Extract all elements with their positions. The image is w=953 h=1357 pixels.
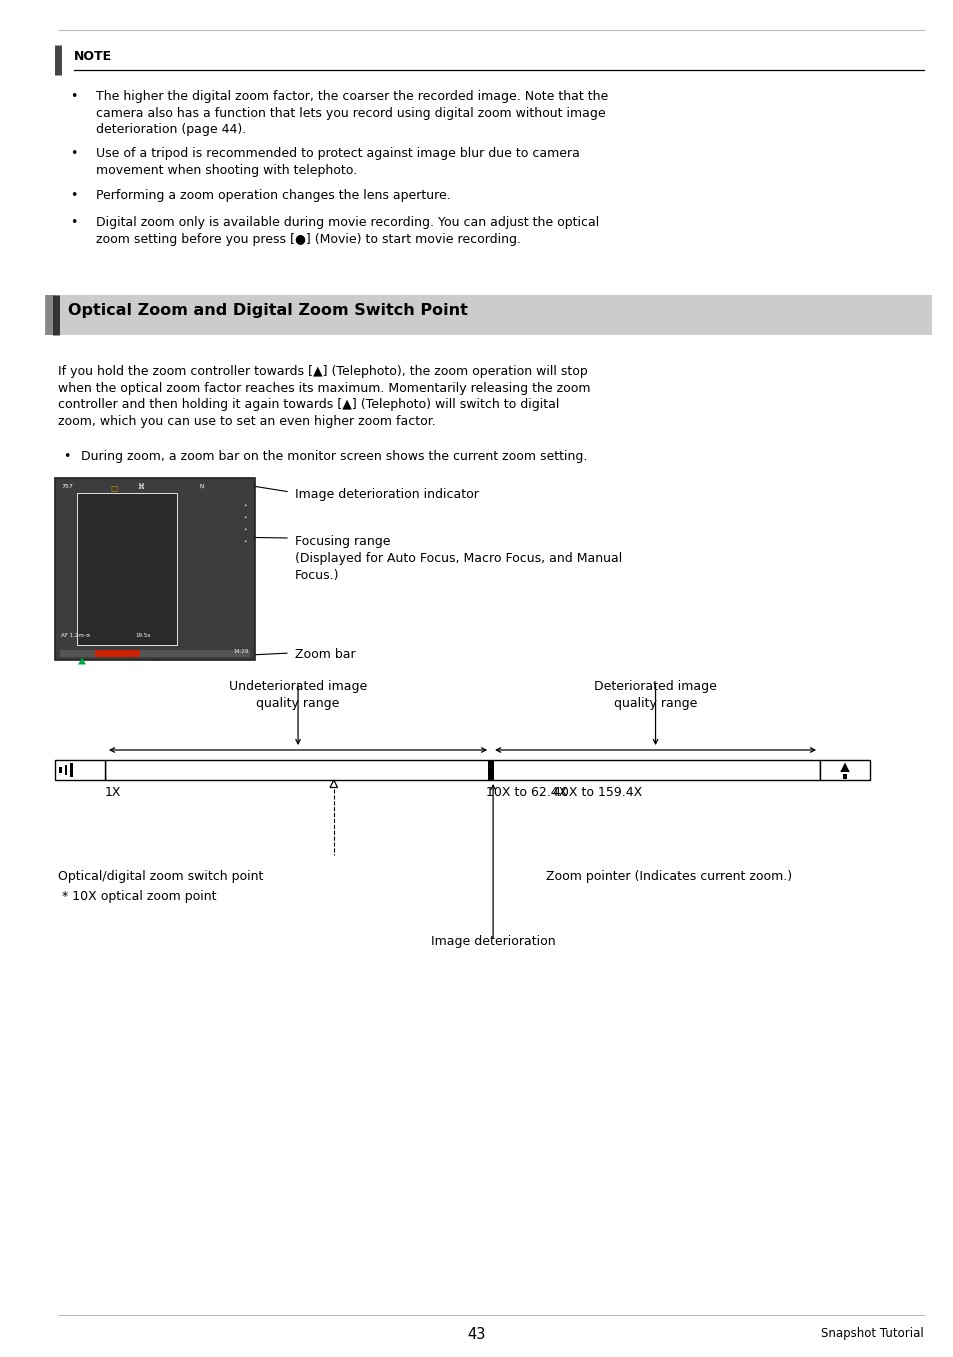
Text: when the optical zoom factor reaches its maximum. Momentarily releasing the zoom: when the optical zoom factor reaches its… (58, 381, 590, 395)
Bar (105, 760, 820, 780)
Bar (50, 294, 931, 335)
Text: Zoom bar: Zoom bar (294, 649, 355, 661)
Bar (55, 760, 105, 780)
Text: •: • (243, 516, 246, 520)
Text: •: • (70, 216, 77, 229)
Bar (55, 478, 254, 660)
Text: If you hold the zoom controller towards [▲] (Telephoto), the zoom operation will: If you hold the zoom controller towards … (58, 365, 587, 379)
Bar (70, 763, 72, 778)
Text: * 10X optical zoom point: * 10X optical zoom point (58, 890, 216, 902)
Polygon shape (840, 763, 849, 772)
Polygon shape (78, 658, 86, 665)
Text: Deteriorated image
quality range: Deteriorated image quality range (594, 680, 717, 710)
Text: •: • (63, 451, 71, 463)
Text: 40X to 159.4X: 40X to 159.4X (553, 786, 641, 799)
Text: During zoom, a zoom bar on the monitor screen shows the current zoom setting.: During zoom, a zoom bar on the monitor s… (81, 451, 587, 463)
Text: AF 1.2m-∞: AF 1.2m-∞ (61, 632, 91, 638)
Text: Focusing range: Focusing range (294, 535, 390, 548)
Text: 19.5x: 19.5x (135, 632, 151, 638)
Text: Zoom pointer (Indicates current zoom.): Zoom pointer (Indicates current zoom.) (545, 870, 791, 883)
Text: Optical/digital zoom switch point: Optical/digital zoom switch point (58, 870, 263, 883)
Bar (65, 765, 68, 775)
Text: ⌘: ⌘ (137, 484, 144, 490)
Bar (59, 767, 62, 773)
Text: •: • (243, 539, 246, 544)
Text: 1X: 1X (105, 786, 121, 799)
Text: Optical Zoom and Digital Zoom Switch Point: Optical Zoom and Digital Zoom Switch Poi… (68, 304, 467, 319)
Text: •: • (70, 190, 77, 202)
Text: N: N (200, 484, 204, 489)
Text: •: • (243, 527, 246, 532)
Text: 43: 43 (467, 1327, 486, 1342)
Text: (Displayed for Auto Focus, Macro Focus, and Manual: (Displayed for Auto Focus, Macro Focus, … (294, 552, 621, 565)
Text: The higher the digital zoom factor, the coarser the recorded image. Note that th: The higher the digital zoom factor, the … (96, 90, 608, 136)
Text: Undeteriorated image
quality range: Undeteriorated image quality range (229, 680, 367, 710)
Text: •: • (70, 148, 77, 160)
Text: NOTE: NOTE (74, 50, 112, 62)
Bar (842, 773, 845, 779)
Text: Image deterioration: Image deterioration (431, 935, 555, 949)
Text: 757: 757 (61, 484, 72, 489)
Text: Digital zoom only is available during movie recording. You can adjust the optica: Digital zoom only is available during mo… (96, 216, 598, 246)
Bar (488, 760, 494, 780)
Bar (95, 650, 140, 657)
Text: controller and then holding it again towards [▲] (Telephoto) will switch to digi: controller and then holding it again tow… (58, 399, 558, 411)
Text: •: • (70, 90, 77, 103)
Text: •: • (243, 503, 246, 508)
Text: Performing a zoom operation changes the lens aperture.: Performing a zoom operation changes the … (96, 190, 450, 202)
Text: zoom, which you can use to set an even higher zoom factor.: zoom, which you can use to set an even h… (58, 415, 436, 429)
Text: □: □ (110, 484, 117, 493)
Polygon shape (330, 780, 337, 787)
Text: 14:29: 14:29 (233, 649, 249, 654)
Text: Image deterioration indicator: Image deterioration indicator (294, 489, 478, 501)
Text: Use of a tripod is recommended to protect against image blur due to camera
movem: Use of a tripod is recommended to protec… (96, 148, 579, 176)
Bar (60, 650, 250, 657)
Text: 10X to 62.4X: 10X to 62.4X (486, 786, 567, 799)
Text: Snapshot Tutorial: Snapshot Tutorial (821, 1327, 923, 1339)
Bar (77, 493, 177, 645)
Bar (820, 760, 869, 780)
Text: Focus.): Focus.) (294, 569, 339, 582)
